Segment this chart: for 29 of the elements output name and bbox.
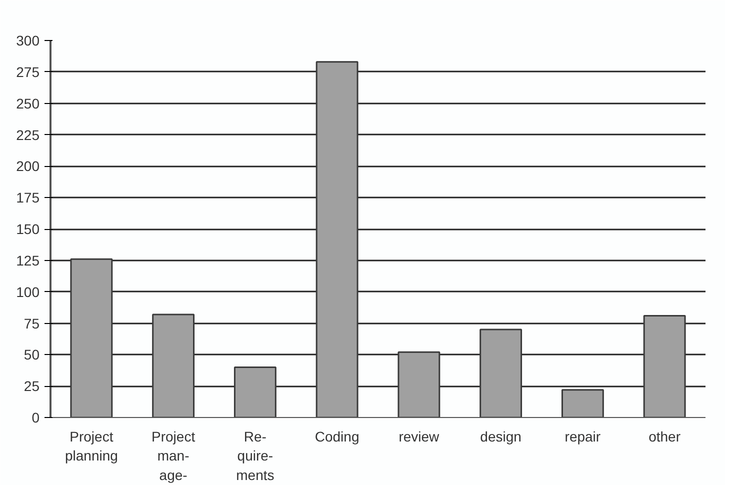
x-tick-label: Project man- age- <box>152 428 196 483</box>
bar <box>234 366 276 418</box>
y-tick-label: 125 <box>16 252 40 268</box>
x-tick-label: Coding <box>314 428 360 444</box>
bar <box>643 314 686 418</box>
bar <box>316 61 358 418</box>
x-tick-label: design <box>480 428 522 444</box>
x-tick-label: other <box>648 428 681 444</box>
bar <box>480 328 522 418</box>
x-tick-label: Project planning <box>64 428 118 464</box>
y-tick-label: 275 <box>16 64 40 80</box>
x-tick-label: Re- quire- ments <box>236 428 274 483</box>
y-tick-label: 25 <box>24 378 40 394</box>
bar <box>70 258 113 418</box>
y-tick-label: 75 <box>24 315 40 332</box>
y-tick-label: 0 <box>32 410 40 426</box>
y-tick-label: 100 <box>16 284 40 300</box>
y-tick-label: 250 <box>16 95 40 112</box>
y-tick-label: 50 <box>24 346 40 363</box>
y-tick-label: 200 <box>16 158 40 174</box>
bar <box>152 314 195 418</box>
y-tick-label: 300 <box>16 32 40 48</box>
y-tick-label: 175 <box>16 190 40 206</box>
y-tick-label: 150 <box>16 221 40 237</box>
y-tick-label: 225 <box>16 126 40 143</box>
bar <box>398 351 440 418</box>
bar <box>561 389 604 418</box>
x-tick-label: repair <box>564 428 601 444</box>
x-tick-label: review <box>398 428 440 444</box>
